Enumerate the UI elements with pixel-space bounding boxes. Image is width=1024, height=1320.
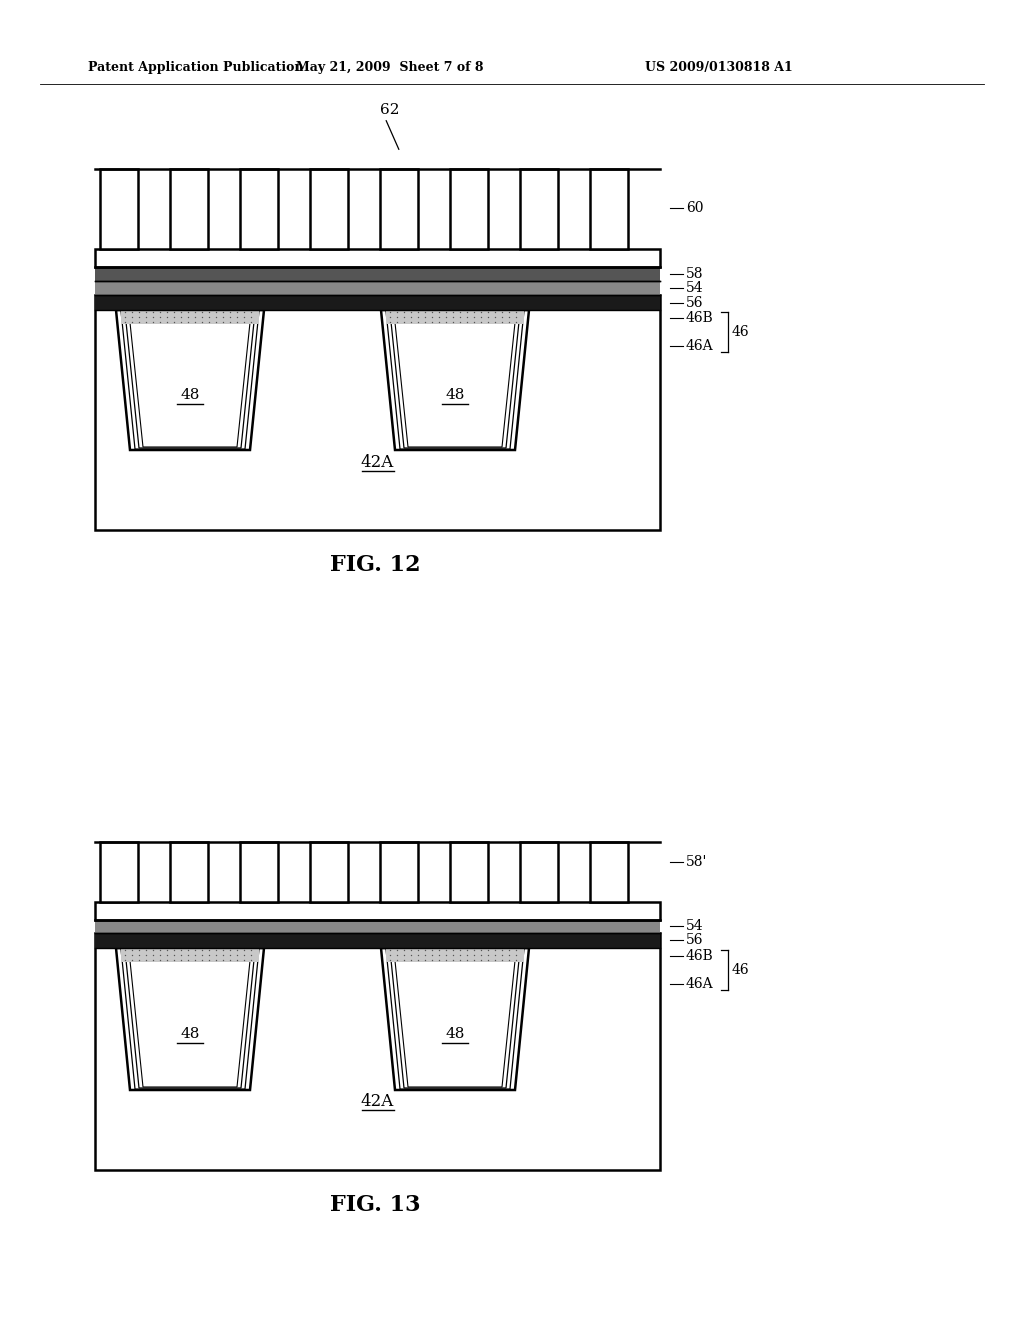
Text: FIG. 12: FIG. 12 xyxy=(330,554,420,576)
Polygon shape xyxy=(116,310,264,450)
Polygon shape xyxy=(381,948,529,1090)
Bar xyxy=(380,169,418,249)
Polygon shape xyxy=(394,313,516,447)
Bar xyxy=(95,249,660,267)
Text: 58': 58' xyxy=(686,855,708,869)
Text: 46: 46 xyxy=(732,325,750,339)
Text: 56: 56 xyxy=(686,296,703,310)
Polygon shape xyxy=(125,950,255,1088)
Bar xyxy=(95,267,660,281)
Bar xyxy=(170,842,208,902)
Polygon shape xyxy=(381,310,529,450)
Polygon shape xyxy=(390,312,520,447)
Text: 46: 46 xyxy=(732,964,750,977)
Polygon shape xyxy=(121,312,259,449)
Bar xyxy=(590,169,628,249)
Text: 54: 54 xyxy=(686,919,703,933)
Text: 62: 62 xyxy=(380,103,399,117)
Bar xyxy=(310,842,348,902)
Text: 46A: 46A xyxy=(686,339,714,352)
Bar xyxy=(520,169,558,249)
Bar xyxy=(450,842,488,902)
Bar xyxy=(240,842,278,902)
Text: FIG. 13: FIG. 13 xyxy=(330,1195,420,1216)
Text: 48: 48 xyxy=(445,388,465,403)
Bar xyxy=(95,281,660,294)
Bar xyxy=(310,169,348,249)
Bar xyxy=(520,842,558,902)
Bar xyxy=(95,294,660,531)
Bar xyxy=(121,310,259,323)
Bar xyxy=(170,169,208,249)
Text: 56: 56 xyxy=(686,933,703,946)
Text: 54: 54 xyxy=(686,281,703,294)
Bar xyxy=(590,842,628,902)
Text: 42A: 42A xyxy=(360,1093,394,1110)
Bar xyxy=(380,842,418,902)
Bar xyxy=(450,169,488,249)
Polygon shape xyxy=(125,312,255,447)
Text: 46B: 46B xyxy=(686,312,714,325)
Polygon shape xyxy=(129,313,251,447)
Text: 46B: 46B xyxy=(686,949,714,964)
Bar xyxy=(95,920,660,933)
Polygon shape xyxy=(394,950,516,1086)
Bar xyxy=(95,933,660,1170)
Text: US 2009/0130818 A1: US 2009/0130818 A1 xyxy=(645,62,793,74)
Text: 46A: 46A xyxy=(686,977,714,991)
Text: 48: 48 xyxy=(445,1027,465,1041)
Polygon shape xyxy=(116,948,264,1090)
Bar xyxy=(100,842,138,902)
Bar xyxy=(240,169,278,249)
Bar xyxy=(95,294,660,310)
Bar xyxy=(386,948,524,962)
Bar xyxy=(95,902,660,920)
Text: 48: 48 xyxy=(180,388,200,403)
Bar xyxy=(386,310,524,323)
Text: 60: 60 xyxy=(686,201,703,215)
Text: 42A: 42A xyxy=(360,454,394,471)
Polygon shape xyxy=(129,950,251,1086)
Text: Patent Application Publication: Patent Application Publication xyxy=(88,62,303,74)
Text: 48: 48 xyxy=(180,1027,200,1041)
Polygon shape xyxy=(390,950,520,1088)
Bar xyxy=(100,169,138,249)
Text: 58: 58 xyxy=(686,267,703,281)
Text: May 21, 2009  Sheet 7 of 8: May 21, 2009 Sheet 7 of 8 xyxy=(296,62,483,74)
Polygon shape xyxy=(386,949,524,1089)
Bar xyxy=(95,933,660,948)
Bar xyxy=(121,948,259,962)
Polygon shape xyxy=(121,949,259,1089)
Polygon shape xyxy=(386,312,524,449)
